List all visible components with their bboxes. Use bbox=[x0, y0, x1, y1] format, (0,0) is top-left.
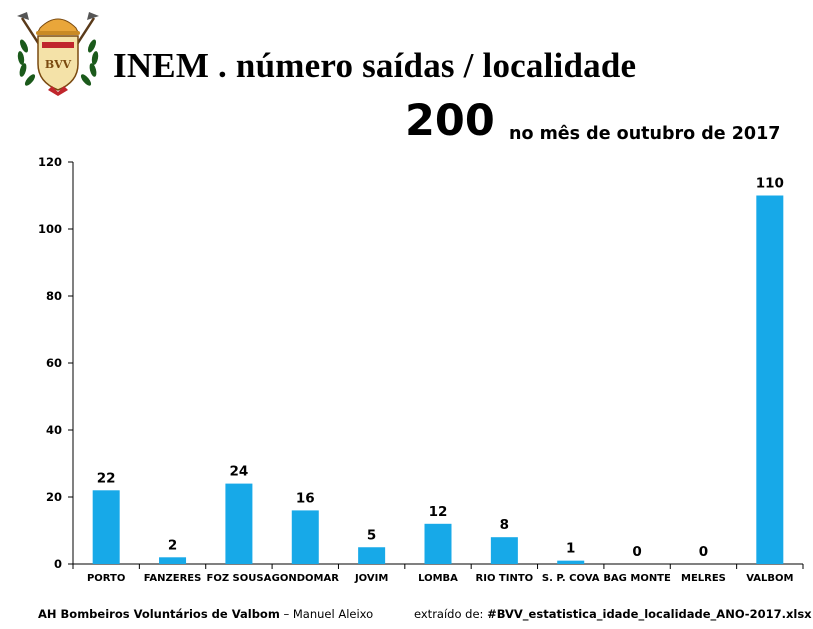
y-tick-label: 80 bbox=[46, 289, 62, 303]
bar bbox=[557, 560, 585, 564]
bar bbox=[159, 557, 187, 564]
category-label: FANZERES bbox=[144, 573, 202, 584]
y-tick-label: 20 bbox=[46, 490, 62, 504]
footer-source-file: #BVV_estatistica_idade_localidade_ANO-20… bbox=[487, 607, 812, 621]
category-label: JOVIM bbox=[354, 573, 388, 584]
bar bbox=[358, 547, 386, 564]
category-label: LOMBA bbox=[418, 573, 458, 584]
data-label: 22 bbox=[97, 470, 116, 486]
category-label: S. P. COVA bbox=[542, 573, 600, 584]
data-label: 110 bbox=[756, 176, 784, 192]
footer-org: AH Bombeiros Voluntários de Valbom bbox=[38, 607, 280, 621]
chart-subtitle: no mês de outubro de 2017 bbox=[509, 124, 781, 144]
data-label: 24 bbox=[230, 464, 249, 480]
footer-credit: AH Bombeiros Voluntários de Valbom – Man… bbox=[38, 607, 373, 621]
data-label: 5 bbox=[367, 527, 376, 543]
category-label: GONDOMAR bbox=[272, 573, 340, 584]
page-title: INEM . número saídas / localidade bbox=[113, 46, 637, 85]
category-label: RIO TINTO bbox=[476, 573, 534, 584]
y-tick-label: 60 bbox=[46, 356, 62, 370]
category-label: PORTO bbox=[87, 573, 125, 584]
category-label: FOZ SOUSA bbox=[206, 573, 271, 584]
data-label: 2 bbox=[168, 537, 177, 553]
data-label: 1 bbox=[566, 541, 575, 557]
y-tick-label: 0 bbox=[54, 557, 62, 571]
data-label: 8 bbox=[500, 517, 509, 533]
category-label: MELRES bbox=[681, 573, 726, 584]
y-tick-label: 100 bbox=[38, 222, 62, 236]
bar bbox=[291, 510, 319, 564]
bar bbox=[92, 490, 120, 564]
data-label: 16 bbox=[296, 490, 315, 506]
bar bbox=[424, 523, 452, 564]
data-label: 12 bbox=[429, 504, 448, 520]
data-label: 0 bbox=[632, 544, 641, 560]
data-label: 0 bbox=[699, 544, 708, 560]
bar bbox=[490, 537, 518, 564]
footer-author: Manuel Aleixo bbox=[292, 607, 374, 621]
footer-source: extraído de: #BVV_estatistica_idade_loca… bbox=[414, 607, 812, 621]
y-tick-label: 40 bbox=[46, 423, 62, 437]
footer-separator: – bbox=[279, 607, 293, 621]
category-label: VALBOM bbox=[746, 573, 793, 584]
y-tick-label: 120 bbox=[38, 155, 62, 169]
svg-text:BVV: BVV bbox=[45, 58, 72, 71]
total-count: 200 bbox=[405, 96, 495, 146]
category-label: BAG MONTE bbox=[603, 573, 671, 584]
bar bbox=[756, 195, 784, 564]
footer-source-prefix: extraído de: bbox=[414, 607, 488, 621]
bar bbox=[225, 483, 253, 564]
firefighter-crest-icon: BVV bbox=[17, 12, 99, 96]
